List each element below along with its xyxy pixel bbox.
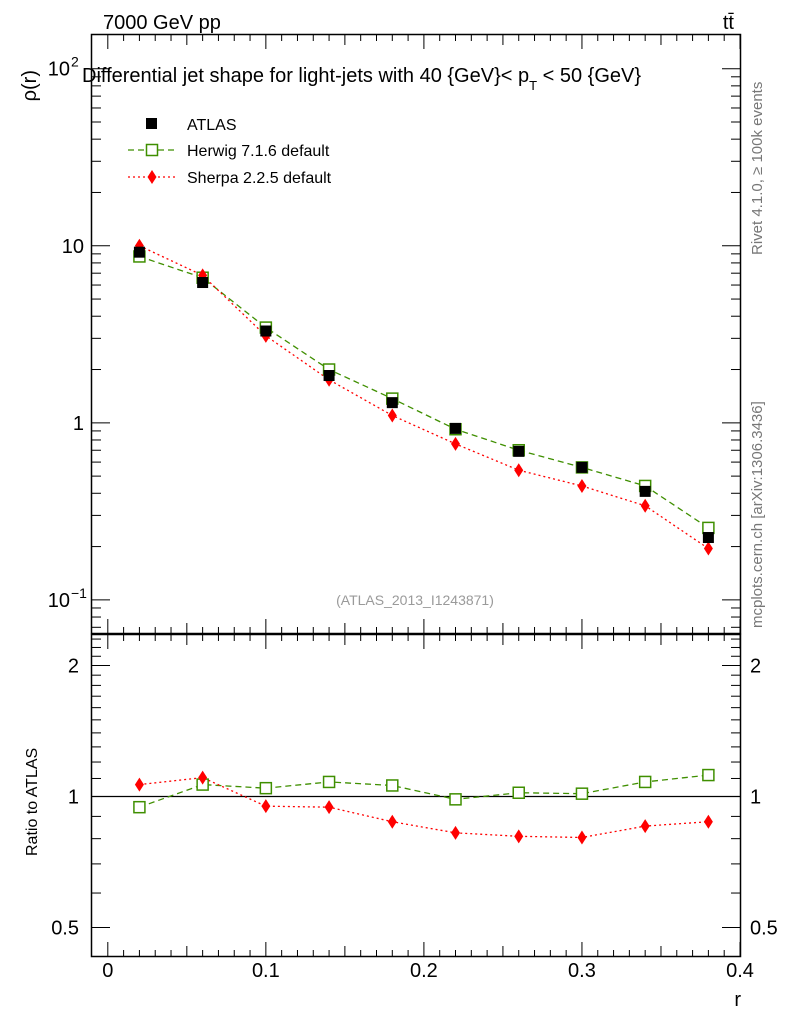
main-point-atlas xyxy=(450,422,462,434)
main-point-atlas xyxy=(197,277,209,289)
main-line-sherpa xyxy=(139,245,709,550)
y-tick-label-exponent: 2 xyxy=(71,54,79,70)
ratio-y-tick-label: 2 xyxy=(68,655,79,677)
main-point-atlas xyxy=(323,370,335,382)
ratio-point-sherpa xyxy=(387,814,397,829)
ratio-point-herwig xyxy=(638,775,652,789)
main-point-sherpa xyxy=(703,541,713,556)
main-point-atlas xyxy=(702,532,714,544)
ratio-point-sherpa xyxy=(324,800,334,815)
ratio-point-herwig xyxy=(702,768,715,782)
ratio-point-herwig xyxy=(386,779,399,792)
legend: ATLAS Herwig 7.1.6 default Sherpa 2.2.5 … xyxy=(128,117,332,187)
ratio-y-axis-label: Ratio to ATLAS xyxy=(24,748,41,856)
ratio-y-tick-label-right: 0.5 xyxy=(750,917,778,939)
main-point-sherpa xyxy=(514,463,524,478)
ratio-point-herwig xyxy=(449,793,462,806)
legend-marker-herwig xyxy=(145,143,159,157)
legend-entry-atlas: ATLAS xyxy=(146,117,237,134)
y-tick-label: 1 xyxy=(73,413,84,435)
main-point-atlas xyxy=(576,461,588,473)
y-tick-label-exponent: −1 xyxy=(71,585,87,601)
x-tick-label: 0.4 xyxy=(726,960,754,982)
ratio-point-sherpa xyxy=(198,770,208,785)
x-tick-label: 0.2 xyxy=(410,960,438,982)
analysis-id-watermark: (ATLAS_2013_I1243871) xyxy=(336,592,494,608)
main-point-sherpa xyxy=(577,478,587,493)
main-point-sherpa xyxy=(640,498,650,513)
x-tick-label: 0 xyxy=(102,960,113,982)
main-point-atlas xyxy=(133,246,145,258)
ratio-point-herwig xyxy=(512,786,525,799)
ratio-point-sherpa xyxy=(451,825,461,840)
ratio-point-sherpa xyxy=(640,819,650,834)
x-axis-label: r xyxy=(734,989,741,1011)
ratio-y-tick-label: 1 xyxy=(68,786,79,808)
ratio-point-sherpa xyxy=(134,777,144,792)
header-energy-label: 7000 GeV pp xyxy=(103,12,221,34)
main-title: Differential jet shape for light-jets wi… xyxy=(82,65,641,93)
ratio-line-herwig xyxy=(139,774,709,808)
legend-label-atlas: ATLAS xyxy=(187,117,237,134)
ratio-y-tick-label-right: 2 xyxy=(750,655,761,677)
main-y-axis-label: ρ(r) xyxy=(19,70,41,101)
ratio-y-tick-label-right: 1 xyxy=(750,786,761,808)
ratio-y-tick-label: 0.5 xyxy=(51,917,79,939)
ratio-point-sherpa xyxy=(703,814,713,829)
legend-entry-herwig: Herwig 7.1.6 default xyxy=(128,143,330,160)
main-point-atlas xyxy=(639,485,651,497)
rivet-version-label: Rivet 4.1.0, ≥ 100k events xyxy=(749,82,766,255)
ratio-point-sherpa xyxy=(514,829,524,844)
legend-label-sherpa: Sherpa 2.2.5 default xyxy=(187,170,332,187)
ratio-point-sherpa xyxy=(577,830,587,845)
main-point-atlas xyxy=(386,397,398,409)
ratio-point-herwig xyxy=(575,787,589,800)
x-tick-label: 0.3 xyxy=(568,960,596,982)
y-tick-label: 10 xyxy=(62,236,84,258)
y-tick-label: 10 xyxy=(48,59,70,81)
x-tick-label: 0.1 xyxy=(252,960,280,982)
ratio-point-sherpa xyxy=(261,799,271,814)
main-point-sherpa xyxy=(387,408,397,423)
main-point-atlas xyxy=(260,325,272,337)
legend-marker-sherpa xyxy=(147,170,157,184)
ratio-point-herwig xyxy=(259,781,273,795)
ratio-point-herwig xyxy=(133,800,146,814)
main-point-atlas xyxy=(513,445,525,457)
mcplots-credit-label: mcplots.cern.ch [arXiv:1306.3436] xyxy=(749,401,766,628)
main-panel-frame xyxy=(90,33,742,635)
legend-marker-atlas xyxy=(146,118,157,129)
legend-label-herwig: Herwig 7.1.6 default xyxy=(187,143,330,160)
main-point-sherpa xyxy=(451,436,461,451)
y-tick-label: 10 xyxy=(48,590,70,612)
legend-entry-sherpa: Sherpa 2.2.5 default xyxy=(128,170,332,187)
header-process-label: tt̄ xyxy=(723,12,735,34)
ratio-point-herwig xyxy=(322,775,336,789)
ratio-panel-frame xyxy=(90,633,742,958)
main-point-herwig xyxy=(702,521,715,535)
